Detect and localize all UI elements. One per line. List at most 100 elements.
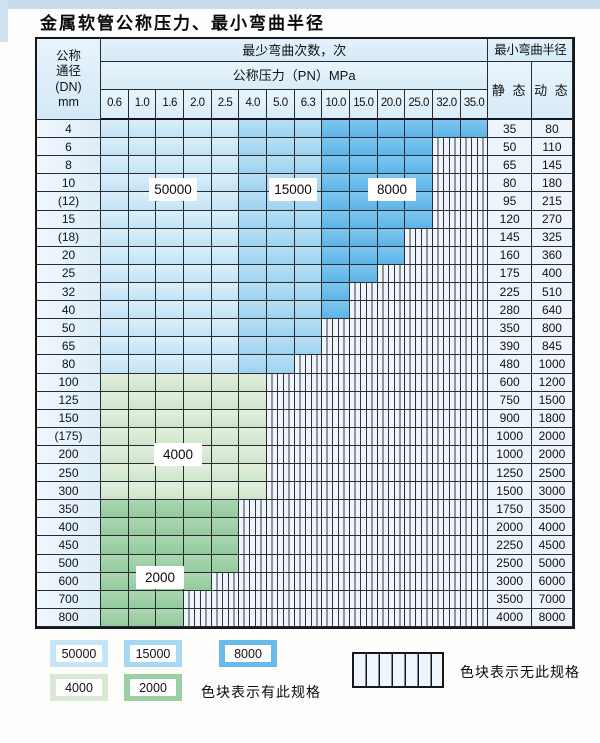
no-spec-cell [460, 391, 489, 410]
spec-cell [239, 301, 268, 320]
spec-cell [184, 138, 212, 157]
dn-header-line: mm [58, 94, 79, 109]
no-spec-cell [377, 590, 406, 609]
spec-cell [184, 319, 212, 338]
no-spec-cell [433, 246, 461, 265]
no-spec-cell [405, 319, 434, 338]
static-radius-cell: 3500 [488, 590, 532, 609]
dynamic-radius-cell: 800 [531, 319, 573, 338]
spec-cell [184, 355, 212, 374]
dn-cell: 4 [37, 120, 101, 139]
spec-cell [128, 608, 157, 627]
spec-cell [211, 120, 240, 139]
spec-cell [322, 301, 351, 320]
static-radius-cell: 160 [488, 246, 532, 265]
dynamic-radius-cell: 510 [531, 282, 573, 302]
no-spec-cell [377, 464, 406, 483]
spec-cell [239, 337, 268, 356]
spec-cell [128, 246, 157, 265]
scan-edge-top [0, 0, 600, 9]
no-spec-cell [294, 608, 323, 627]
spec-cell [156, 608, 185, 627]
no-spec-cell [460, 482, 489, 501]
spec-cell [294, 228, 323, 247]
no-spec-cell [433, 391, 461, 410]
spec-cell [239, 355, 268, 374]
no-spec-cell [460, 464, 489, 483]
spec-cell [239, 391, 268, 410]
no-spec-cell [322, 536, 351, 555]
no-spec-cell [294, 391, 323, 410]
spec-cell [184, 373, 212, 392]
pressure-header: 32.0 [433, 90, 461, 120]
spec-cell [128, 264, 157, 283]
no-spec-cell [460, 355, 489, 374]
no-spec-cell [294, 518, 323, 537]
no-spec-cell [405, 464, 434, 483]
no-spec-cell [460, 536, 489, 555]
spec-cell [128, 337, 157, 356]
spec-cell [156, 138, 185, 157]
spec-cell [322, 264, 351, 283]
no-spec-cell [405, 554, 434, 573]
no-spec-cell [460, 246, 489, 265]
spec-cell [184, 554, 212, 573]
spec-cell [211, 536, 240, 555]
spec-cell [211, 246, 240, 265]
no-spec-cell [405, 264, 434, 283]
spec-cell [156, 482, 185, 501]
static-radius-cell: 1000 [488, 445, 532, 465]
spec-cell [128, 445, 157, 465]
pressure-header: 25.0 [405, 90, 434, 120]
no-spec-cell [405, 445, 434, 465]
bend-cycles-value-label: 50000 [149, 178, 197, 201]
spec-cell [184, 500, 212, 519]
pressure-header: 10.0 [322, 90, 351, 120]
spec-cell [239, 409, 268, 428]
legend-swatch-label: 4000 [56, 679, 102, 696]
spec-cell [267, 156, 295, 175]
spec-cell [294, 210, 323, 229]
spec-cell [128, 482, 157, 501]
no-spec-cell [460, 445, 489, 465]
spec-cell [294, 337, 323, 356]
no-spec-cell [460, 282, 489, 302]
no-spec-cell [460, 554, 489, 573]
spec-cell [184, 282, 212, 302]
spec-cell [239, 445, 268, 465]
no-spec-cell [350, 427, 378, 446]
pressure-header: 20.0 [377, 90, 406, 120]
dynamic-radius-cell: 2000 [531, 427, 573, 446]
spec-cell [239, 373, 268, 392]
spec-cell [239, 174, 268, 193]
spec-cell [267, 228, 295, 247]
spec-cell [322, 138, 351, 157]
spec-cell [322, 192, 351, 211]
pressure-header: 35.0 [460, 90, 489, 120]
spec-cell [239, 282, 268, 302]
page-title: 金属软管公称压力、最小弯曲半径 [40, 14, 325, 34]
no-spec-cell [322, 590, 351, 609]
no-spec-cell [294, 554, 323, 573]
no-spec-cell [294, 355, 323, 374]
spec-cell [377, 138, 406, 157]
spec-cell [101, 608, 129, 627]
dynamic-radius-cell: 3000 [531, 482, 573, 501]
spec-table: 公称 通径 (DN) mm 最少弯曲次数，次 最小弯曲半径 公称压力（PN）MP… [35, 37, 575, 629]
spec-cell [128, 319, 157, 338]
legend-swatch-15000: 15000 [124, 640, 182, 667]
dynamic-column-header: 动 态 [531, 62, 573, 120]
spec-cell [350, 246, 378, 265]
no-spec-cell [460, 210, 489, 229]
static-radius-cell: 1500 [488, 482, 532, 501]
dn-header-line: (DN) [55, 79, 82, 94]
pressure-header: 6.3 [294, 90, 323, 120]
no-spec-cell [294, 536, 323, 555]
dn-cell: 32 [37, 282, 101, 302]
spec-cell [184, 572, 212, 591]
spec-cell [128, 355, 157, 374]
no-spec-cell [350, 409, 378, 428]
spec-cell [433, 120, 461, 139]
spec-cell [184, 301, 212, 320]
spec-cell [405, 156, 434, 175]
